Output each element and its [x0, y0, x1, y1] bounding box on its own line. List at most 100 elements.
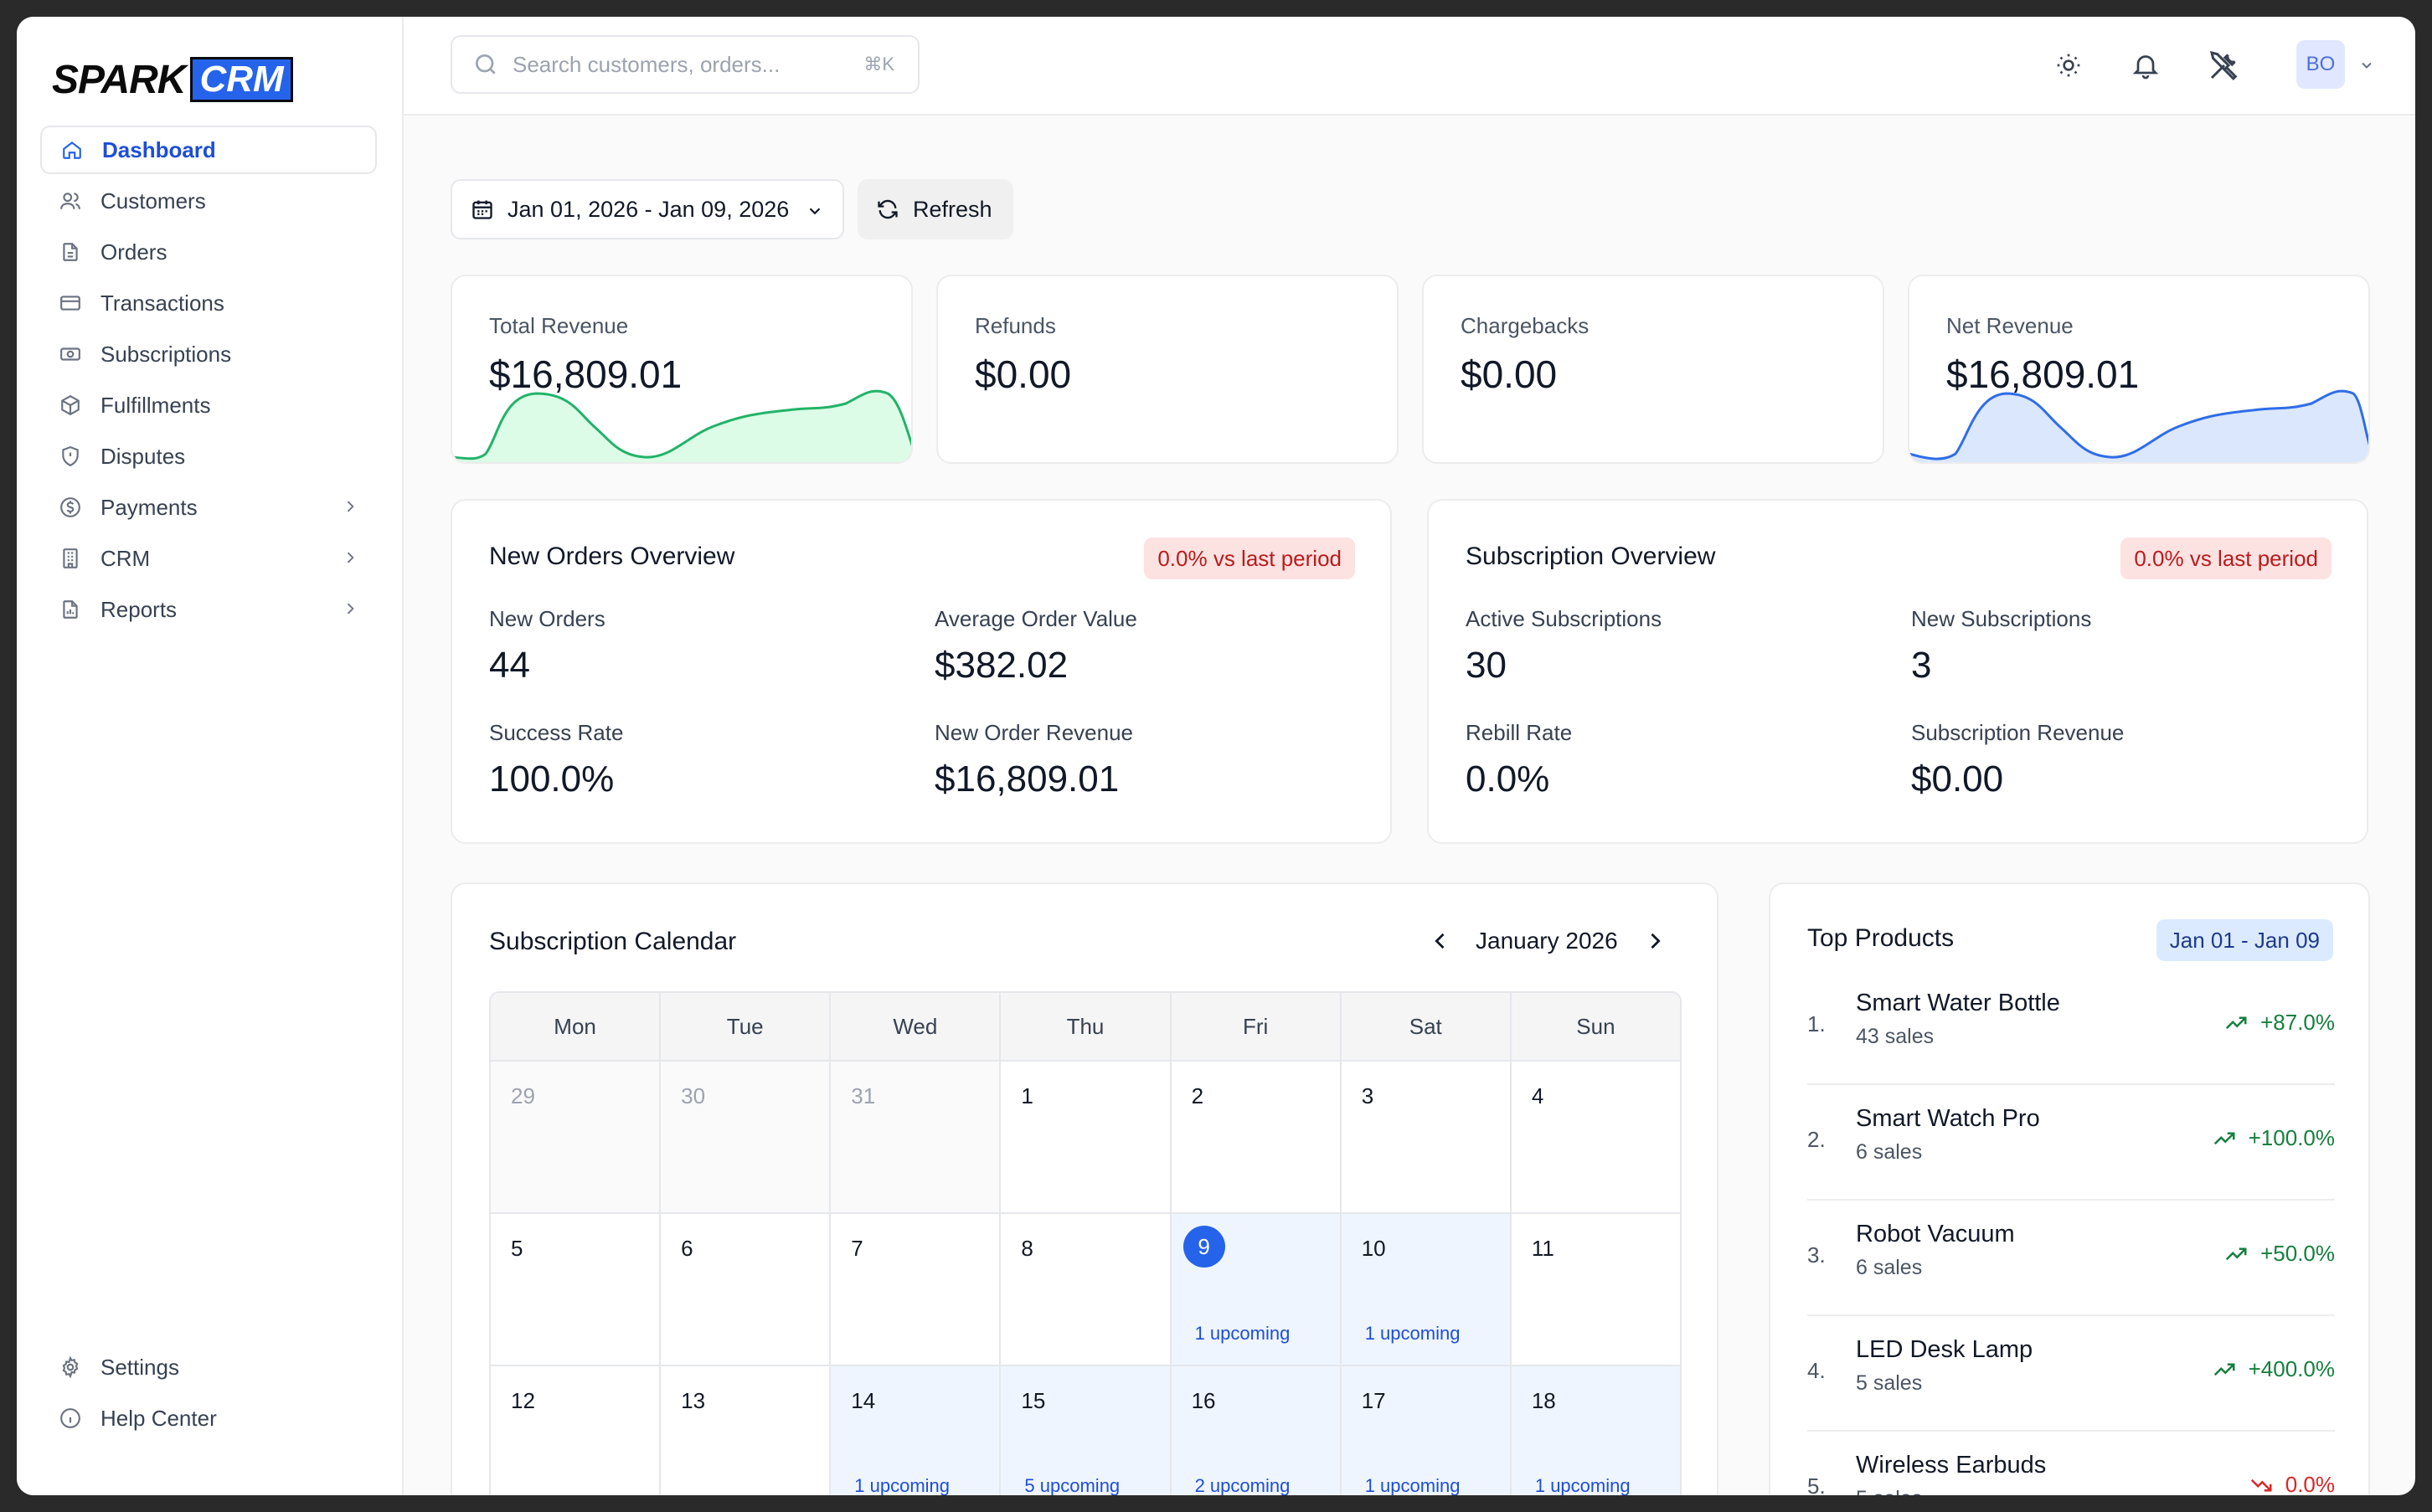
upcoming-count[interactable]: 1 upcoming: [1194, 1323, 1291, 1344]
stat-card-net-revenue: Net Revenue $16,809.01: [1908, 275, 2370, 464]
metric-label: Active Subscriptions: [1466, 606, 1662, 631]
calendar-day[interactable]: 8: [1001, 1214, 1172, 1365]
refresh-button[interactable]: Refresh: [858, 179, 1013, 239]
trending-up-icon: [2225, 1247, 2247, 1260]
day-number: 3: [1361, 1083, 1374, 1108]
chevron-right-icon[interactable]: [1643, 929, 1668, 954]
calendar-day[interactable]: 16 2 upcoming: [1171, 1366, 1342, 1495]
avatar[interactable]: BO: [2296, 40, 2345, 89]
refresh-icon: [876, 198, 899, 221]
status-badge: 0.0% vs last period: [2120, 537, 2332, 579]
gear-icon: [59, 1355, 82, 1379]
calendar-day[interactable]: 3: [1341, 1062, 1512, 1212]
calendar-day[interactable]: 12: [491, 1366, 662, 1495]
calendar-day[interactable]: 5: [491, 1214, 662, 1365]
sidebar-item-subscriptions[interactable]: Subscriptions: [40, 330, 377, 378]
upcoming-count[interactable]: 1 upcoming: [1364, 1475, 1461, 1495]
sidebar-bottom-nav: Settings Help Center: [40, 1343, 377, 1445]
sidebar-item-help-center[interactable]: Help Center: [40, 1394, 377, 1443]
sidebar-item-crm[interactable]: CRM: [40, 534, 377, 583]
date-range-label: Jan 01, 2026 - Jan 09, 2026: [508, 196, 790, 222]
change-value: 0.0%: [2285, 1472, 2335, 1495]
day-number: 30: [681, 1083, 706, 1108]
day-number: 14: [851, 1388, 876, 1413]
tools-icon[interactable]: [2206, 47, 2243, 84]
sidebar-item-disputes[interactable]: Disputes: [40, 432, 377, 481]
metric-label: Subscription Revenue: [1911, 720, 2125, 745]
metric-value: $16,809.01: [935, 759, 1120, 800]
metric-value: 30: [1466, 645, 1507, 686]
chevron-right-icon[interactable]: [342, 600, 358, 622]
sidebar-item-fulfillments[interactable]: Fulfillments: [40, 381, 377, 429]
calendar-day[interactable]: 31: [831, 1062, 1002, 1212]
sidebar-item-orders[interactable]: Orders: [40, 228, 377, 276]
upcoming-count[interactable]: 1 upcoming: [1364, 1323, 1461, 1344]
sidebar-item-transactions[interactable]: Transactions: [40, 279, 377, 327]
list-item[interactable]: 3. Robot Vacuum 6 sales +50.0%: [1807, 1201, 2335, 1316]
sidebar-item-reports[interactable]: Reports: [40, 585, 377, 634]
day-number: 13: [681, 1388, 706, 1413]
metric-value: 44: [489, 645, 530, 686]
chevron-right-icon[interactable]: [342, 549, 358, 571]
chevron-down-icon[interactable]: [2348, 47, 2385, 84]
calendar-day[interactable]: 10 1 upcoming: [1341, 1214, 1512, 1365]
calendar-day[interactable]: 29: [491, 1062, 662, 1212]
calendar-week: 29 30 31 1 2 3 4: [491, 1062, 1680, 1214]
metric-value: 3: [1911, 645, 1932, 686]
product-sales: 5 sales: [1856, 1371, 1923, 1395]
change-value: +50.0%: [2260, 1241, 2335, 1266]
calendar-day[interactable]: 14 1 upcoming: [831, 1366, 1002, 1495]
upcoming-count[interactable]: 1 upcoming: [854, 1475, 951, 1495]
chevron-left-icon[interactable]: [1429, 929, 1454, 954]
product-rank: 4.: [1807, 1358, 1826, 1383]
calendar-day[interactable]: 6: [661, 1214, 832, 1365]
product-rank: 3.: [1807, 1242, 1826, 1268]
sidebar-item-customers[interactable]: Customers: [40, 177, 377, 225]
day-number: 8: [1021, 1236, 1033, 1261]
calendar-day[interactable]: 30: [661, 1062, 832, 1212]
upcoming-count[interactable]: 2 upcoming: [1194, 1475, 1291, 1495]
upcoming-count[interactable]: 1 upcoming: [1534, 1475, 1631, 1495]
trending-down-icon: [2250, 1479, 2272, 1491]
search-icon: [472, 51, 499, 78]
metric-label: New Subscriptions: [1911, 606, 2092, 631]
stat-value: $16,809.01: [489, 352, 683, 396]
upcoming-count[interactable]: 5 upcoming: [1024, 1475, 1121, 1495]
calendar-day[interactable]: 4: [1511, 1062, 1680, 1212]
building-icon: [59, 547, 82, 570]
trend-change: +400.0%: [2212, 1356, 2335, 1382]
change-value: +100.0%: [2248, 1125, 2335, 1150]
calendar-weekday-header: Mon Tue Wed Thu Fri Sat Sun: [491, 993, 1680, 1062]
calendar-day[interactable]: 7: [831, 1214, 1002, 1365]
sidebar-item-label: Dashboard: [102, 136, 216, 162]
bell-icon[interactable]: [2127, 47, 2164, 84]
sidebar: SPARK CRM Dashboard Customers Orders: [17, 17, 404, 1495]
list-item[interactable]: 2. Smart Watch Pro 6 sales +100.0%: [1807, 1085, 2335, 1201]
sidebar-item-dashboard[interactable]: Dashboard: [40, 126, 377, 174]
calendar-day[interactable]: 13: [661, 1366, 832, 1495]
date-range-picker[interactable]: Jan 01, 2026 - Jan 09, 2026: [451, 179, 844, 239]
chevron-right-icon[interactable]: [342, 498, 358, 520]
list-item[interactable]: 5. Wireless Earbuds 5 sales 0.0%: [1807, 1432, 2335, 1495]
search-input[interactable]: Search customers, orders... ⌘K: [451, 35, 920, 94]
calendar-day[interactable]: 17 1 upcoming: [1341, 1366, 1512, 1495]
list-item[interactable]: 1. Smart Water Bottle 43 sales +87.0%: [1807, 969, 2335, 1085]
calendar-day[interactable]: 2: [1171, 1062, 1342, 1212]
calendar-month-label: January 2026: [1476, 928, 1618, 954]
logo[interactable]: SPARK CRM: [52, 50, 293, 109]
metric-label: Average Order Value: [935, 606, 1137, 631]
sidebar-item-settings[interactable]: Settings: [40, 1343, 377, 1391]
list-item[interactable]: 4. LED Desk Lamp 5 sales +400.0%: [1807, 1316, 2335, 1432]
sidebar-item-payments[interactable]: Payments: [40, 483, 377, 532]
calendar-day[interactable]: 11: [1511, 1214, 1680, 1365]
sidebar-item-label: CRM: [100, 545, 151, 571]
calendar-day[interactable]: 18 1 upcoming: [1511, 1366, 1680, 1495]
calendar-day[interactable]: 15 5 upcoming: [1001, 1366, 1172, 1495]
day-number: 6: [681, 1236, 693, 1261]
calendar-day-today[interactable]: 9 1 upcoming: [1171, 1214, 1342, 1365]
product-name: Smart Water Bottle: [1856, 990, 2060, 1016]
calendar-day[interactable]: 1: [1001, 1062, 1172, 1212]
sun-icon[interactable]: [2050, 47, 2087, 84]
metric-value: $0.00: [1911, 759, 2004, 800]
change-value: +400.0%: [2248, 1356, 2335, 1381]
